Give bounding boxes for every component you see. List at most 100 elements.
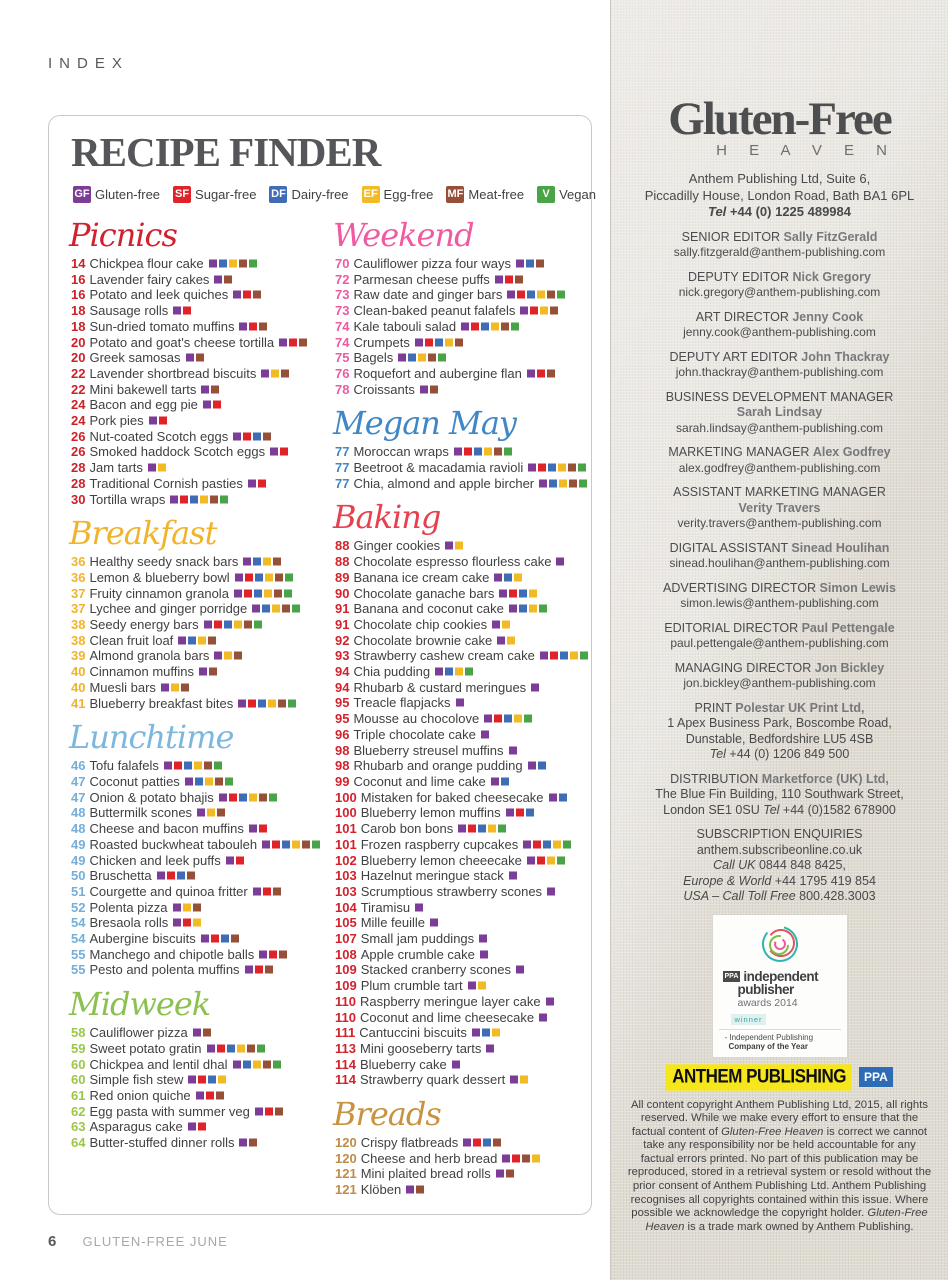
- recipe-name: Almond granola bars: [89, 648, 210, 664]
- recipe-name: Potato and leek quiches: [89, 287, 229, 303]
- recipe-name: Traditional Cornish pasties: [89, 475, 243, 491]
- recipe-row: 77 Chia, almond and apple bircher: [335, 476, 588, 492]
- recipe-page-number: 61: [71, 1087, 86, 1103]
- recipe-diet-flags: [545, 884, 556, 899]
- recipe-page-number: 22: [71, 365, 86, 381]
- recipe-diet-flags: [554, 554, 565, 569]
- award-swirl-icon: [761, 925, 798, 962]
- diet-flag-square-gf: [187, 1122, 196, 1131]
- diet-flag-square-df: [253, 557, 262, 566]
- recipe-name: Triple chocolate cake: [353, 726, 476, 742]
- recipe-name: Smoked haddock Scotch eggs: [89, 444, 266, 460]
- recipe-name: Blueberry breakfast bites: [89, 695, 234, 711]
- recipe-row: 105 Mille feuille: [335, 915, 587, 931]
- diet-flag-square-ef: [558, 463, 567, 472]
- diet-flag-square-ef: [228, 259, 237, 268]
- diet-flag-square-mf: [274, 573, 283, 582]
- recipe-name: Chia pudding: [353, 664, 431, 680]
- recipe-page-number: 74: [335, 318, 350, 334]
- diet-flag-square-ef: [193, 761, 202, 770]
- diet-flag-square-gf: [247, 479, 256, 488]
- recipe-page-number: 16: [71, 287, 86, 303]
- recipe-page-number: 94: [335, 664, 350, 680]
- diet-flag-square-ef: [218, 1075, 227, 1084]
- recipe-name: Egg pasta with summer veg: [89, 1103, 250, 1119]
- diet-flag-square-v: [213, 761, 222, 770]
- recipe-row: 46 Tofu falafels: [71, 758, 333, 774]
- recipe-row: 39 Almond granola bars: [71, 648, 333, 664]
- copyright-notice: All content copyright Anthem Publishing …: [627, 1098, 932, 1233]
- diet-flag-square-v: [538, 604, 547, 613]
- diet-flag-square-mf: [454, 338, 463, 347]
- diet-flag-square-gf: [463, 1138, 472, 1147]
- diet-flag-square-gf: [435, 667, 444, 676]
- recipe-page-number: 109: [335, 978, 357, 994]
- recipe-diet-flags: [184, 350, 204, 365]
- recipe-name: Courgette and quinoa fritter: [89, 883, 248, 899]
- recipe-diet-flags: [237, 1135, 258, 1150]
- recipe-row: 107 Small jam puddings: [335, 931, 587, 947]
- recipe-name: Blueberry lemon cheeecake: [360, 852, 522, 868]
- recipe-name: Chocolate brownie cake: [353, 632, 493, 648]
- diet-flag-square-gf: [505, 808, 514, 817]
- recipe-name: Roquefort and aubergine flan: [353, 365, 522, 381]
- recipe-page-number: 54: [71, 931, 86, 947]
- diet-flag-square-v: [256, 1044, 265, 1053]
- diet-flag-square-gf: [461, 322, 470, 331]
- diet-flag-square-mf: [186, 871, 195, 880]
- recipe-diet-flags: [231, 1057, 281, 1072]
- section-heading-breakfast: Breakfast: [69, 514, 217, 553]
- recipe-diet-flags: [508, 1072, 529, 1087]
- diet-flag-square-mf: [230, 934, 239, 943]
- diet-flag-square-mf: [522, 1154, 531, 1163]
- recipe-diet-flags: [246, 476, 266, 491]
- recipe-diet-flags: [477, 931, 488, 946]
- recipe-diet-flags: [413, 335, 463, 350]
- recipe-name: Croissants: [353, 381, 415, 397]
- recipe-name: Potato and goat's cheese tortilla: [89, 334, 275, 350]
- diet-flag-square-sf: [536, 369, 545, 378]
- staff-email: sinead.houlihan@anthem-publishing.com: [669, 556, 890, 570]
- diet-flag-square-mf: [535, 259, 544, 268]
- diet-flag-square-df: [208, 1075, 217, 1084]
- recipe-diet-flags: [518, 303, 559, 318]
- staff-role: ADVERTISING DIRECTOR: [663, 580, 820, 595]
- staff-name: Verity Travers: [738, 500, 821, 515]
- recipe-row: 109 Plum crumble tart: [335, 978, 587, 994]
- diet-flag-square-gf: [178, 636, 187, 645]
- recipe-page-number: 59: [71, 1040, 86, 1056]
- recipe-diet-flags: [268, 444, 289, 459]
- legend-label: Egg-free: [383, 187, 434, 202]
- recipe-name: Chickpea and lentil dhal: [89, 1056, 228, 1072]
- diet-flag-badge-sf: SF: [173, 186, 192, 203]
- recipe-diet-flags: [199, 931, 239, 946]
- recipe-diet-flags: [495, 633, 516, 648]
- recipe-diet-flags: [231, 429, 272, 444]
- recipe-page-number: 113: [335, 1040, 356, 1056]
- recipe-row: 22 Lavender shortbread biscuits: [71, 366, 333, 382]
- diet-flag-square-ef: [182, 903, 191, 912]
- diet-flag-square-ef: [502, 620, 511, 629]
- diet-flag-square-mf: [274, 1107, 283, 1116]
- diet-flag-square-gf: [486, 1044, 495, 1053]
- recipe-page-number: 88: [335, 538, 350, 554]
- info-block-line: Tel +44 (0) 1206 849 500: [709, 747, 850, 761]
- diet-flag-square-ef: [252, 1060, 261, 1069]
- recipe-page-number: 51: [71, 883, 86, 899]
- recipe-name: Pesto and polenta muffins: [89, 962, 240, 978]
- recipe-page-number: 30: [71, 491, 86, 507]
- staff-role: ART DIRECTOR: [695, 309, 793, 324]
- diet-flag-square-mf: [209, 667, 218, 676]
- diet-flag-square-sf: [272, 840, 281, 849]
- recipe-page-number: 104: [335, 899, 357, 915]
- legend-label: Gluten-free: [95, 187, 161, 202]
- recipe-diet-flags: [514, 962, 524, 977]
- recipe-name: Roasted buckwheat tabouleh: [89, 836, 258, 852]
- recipe-name: Cauliflower pizza: [89, 1025, 188, 1041]
- diet-flag-square-v: [292, 604, 301, 613]
- recipe-name: Mini plaited bread rolls: [360, 1166, 491, 1182]
- diet-flag-square-gf: [200, 934, 209, 943]
- recipe-name: Chocolate chip cookies: [353, 616, 488, 632]
- staff-credit: MARKETING MANAGER Alex Godfrey alex.godfr…: [627, 445, 932, 476]
- recipe-row: 98 Blueberry streusel muffins: [335, 743, 587, 759]
